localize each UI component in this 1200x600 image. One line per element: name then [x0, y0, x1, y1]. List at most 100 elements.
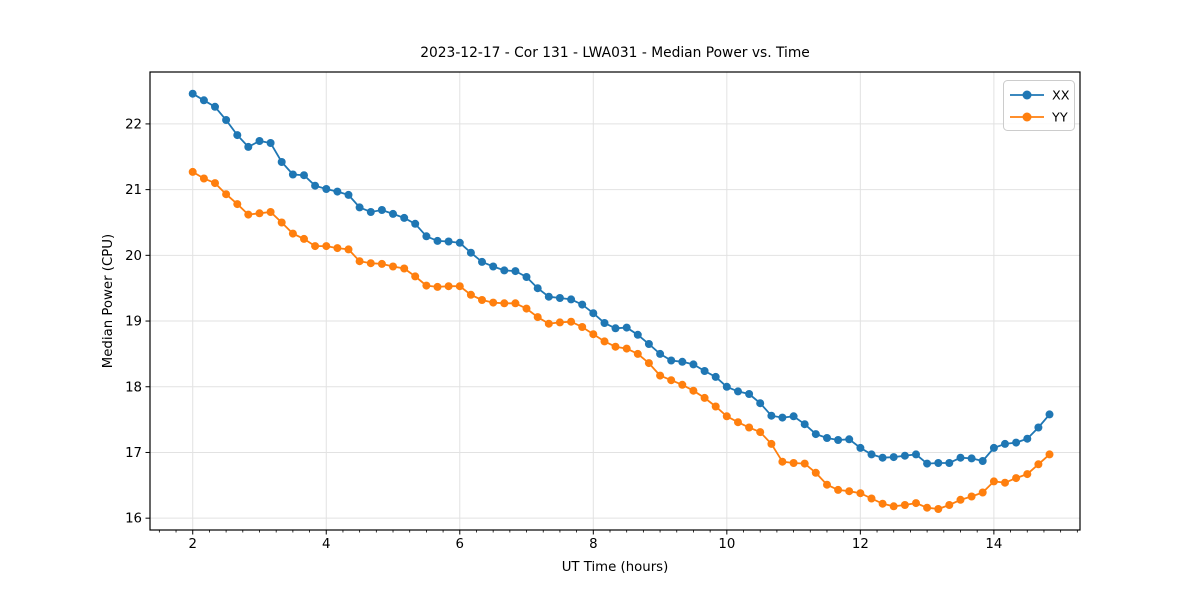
data-point-xx [689, 360, 698, 369]
data-point-xx [466, 248, 475, 257]
data-point-xx [722, 382, 731, 391]
data-point-xx [266, 139, 275, 147]
legend-label: YY [1051, 111, 1068, 126]
data-point-xx [656, 349, 665, 358]
data-point-xx [600, 319, 609, 327]
data-point-xx [767, 411, 776, 420]
data-point-yy [366, 259, 375, 268]
data-point-xx [1045, 410, 1054, 419]
data-point-yy [1012, 474, 1021, 483]
data-point-xx [489, 262, 498, 271]
data-point-yy [533, 313, 542, 322]
data-point-yy [978, 488, 987, 497]
data-point-yy [555, 318, 564, 327]
data-point-yy [355, 257, 364, 266]
data-point-yy [589, 330, 598, 339]
data-point-yy [344, 245, 353, 254]
data-point-xx [956, 453, 965, 462]
data-point-xx [789, 412, 798, 421]
data-point-yy [811, 468, 820, 477]
data-point-xx [745, 390, 754, 398]
data-point-xx [611, 324, 620, 333]
data-point-xx [544, 292, 553, 301]
data-point-xx [800, 420, 809, 429]
data-point-yy [489, 298, 498, 307]
data-point-yy [444, 282, 453, 291]
data-point-yy [778, 457, 787, 466]
data-point-xx [578, 300, 587, 309]
data-point-yy [945, 501, 954, 509]
data-point-yy [711, 402, 720, 411]
x-tick-label: 2 [188, 537, 196, 552]
data-point-yy [611, 342, 620, 351]
legend-marker [1022, 90, 1032, 100]
data-point-yy [389, 262, 397, 271]
data-point-yy [1001, 478, 1009, 487]
data-point-xx [244, 142, 253, 151]
data-point-xx [978, 457, 987, 465]
data-point-yy [188, 167, 197, 176]
data-point-yy [678, 380, 687, 389]
data-point-xx [222, 116, 231, 124]
data-point-xx [400, 213, 409, 222]
y-tick-label: 21 [125, 183, 142, 198]
x-tick-label: 14 [985, 537, 1002, 552]
data-point-xx [889, 453, 898, 462]
chart-title: 2023-12-17 - Cor 131 - LWA031 - Median P… [420, 45, 810, 61]
data-point-yy [856, 489, 865, 498]
data-point-yy [867, 494, 876, 503]
data-point-xx [711, 372, 720, 381]
y-axis-label: Median Power (CPU) [101, 234, 116, 368]
data-point-yy [923, 503, 932, 512]
data-point-xx [533, 284, 542, 293]
data-point-yy [311, 242, 320, 251]
data-point-yy [600, 337, 609, 346]
data-point-yy [199, 174, 208, 183]
data-point-yy [578, 323, 587, 331]
data-point-xx [923, 459, 932, 468]
legend-marker [1022, 112, 1032, 122]
y-tick-label: 20 [125, 249, 142, 264]
data-point-yy [700, 393, 709, 402]
data-point-xx [622, 323, 631, 332]
data-point-yy [767, 439, 776, 448]
data-point-yy [845, 487, 854, 496]
data-point-xx [633, 330, 642, 339]
data-point-xx [300, 171, 308, 180]
data-point-yy [889, 502, 898, 511]
y-tick-label: 17 [125, 446, 142, 461]
data-point-yy [244, 210, 253, 219]
data-point-xx [778, 413, 787, 422]
data-point-xx [845, 435, 854, 444]
data-point-xx [1023, 434, 1032, 443]
data-point-yy [967, 492, 976, 501]
x-tick-label: 12 [852, 537, 869, 552]
data-point-yy [956, 495, 965, 504]
data-point-xx [411, 219, 420, 228]
data-point-yy [745, 423, 754, 432]
data-point-yy [455, 282, 464, 291]
data-point-yy [800, 459, 809, 468]
data-point-xx [377, 206, 386, 214]
data-point-yy [522, 304, 531, 313]
data-point-xx [199, 96, 208, 105]
series-line-xx [192, 92, 1051, 465]
data-point-xx [211, 102, 219, 111]
plot-frame [149, 71, 1081, 531]
data-point-yy [823, 480, 831, 489]
data-point-xx [188, 89, 197, 98]
data-point-xx [422, 232, 431, 241]
data-point-xx [900, 451, 909, 460]
legend: XX YY [1003, 80, 1075, 131]
data-point-yy [478, 296, 486, 304]
data-point-xx [811, 430, 820, 439]
data-point-xx [867, 450, 876, 459]
data-point-xx [700, 367, 709, 375]
data-point-xx [823, 434, 831, 442]
data-point-yy [277, 218, 286, 227]
data-point-yy [233, 200, 242, 209]
y-tick-label: 19 [125, 315, 142, 330]
data-point-yy [900, 501, 909, 509]
